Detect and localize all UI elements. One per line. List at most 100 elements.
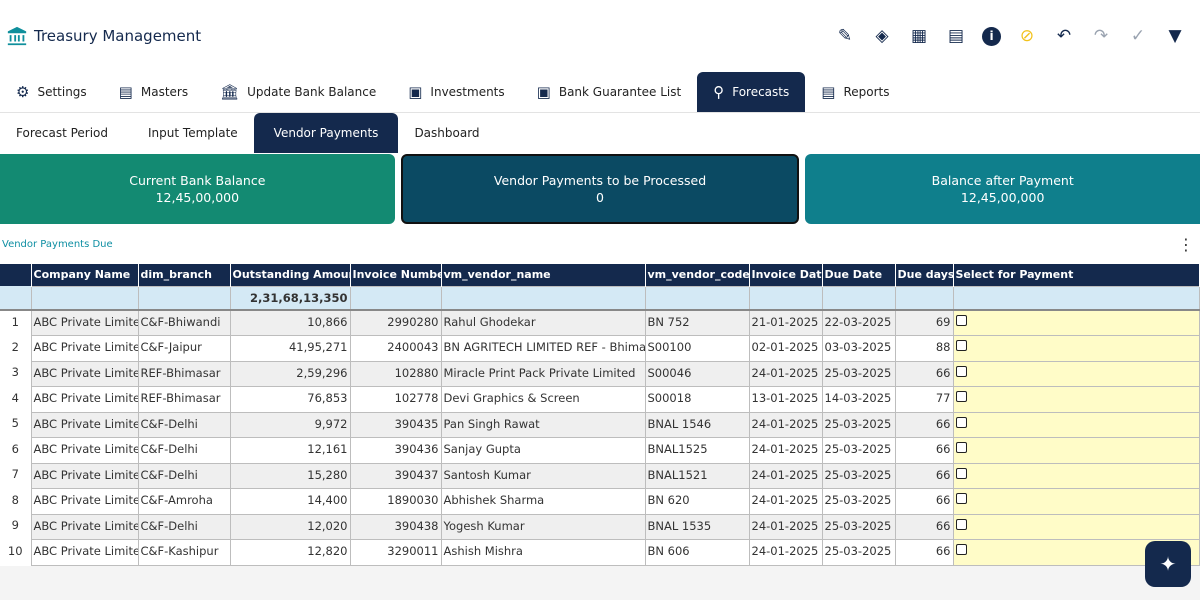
row-number-header (0, 264, 32, 286)
more-options-icon[interactable]: ⋮ (1178, 234, 1194, 254)
branch-cell: C&F-Delhi (137, 411, 231, 438)
table-row: 6 ABC Private Limited C&F-Delhi 12,161 39043… (0, 437, 1200, 464)
vendor-name-cell: Sanjay Gupta (440, 437, 646, 464)
subtab-forecast-period[interactable]: Forecast Period (16, 126, 109, 140)
table-row: 1 ABC Private Limited C&F-Bhiwandi 10,866 29… (0, 309, 1200, 336)
column-header[interactable]: Outstanding Amount (230, 264, 351, 286)
subtab-input-template[interactable]: Input Template (148, 126, 238, 140)
bank-icon: 🏛 (220, 83, 240, 101)
total-cell (137, 285, 231, 311)
tab-bank-guarantee-list[interactable]: ▣ Bank Guarantee List (521, 72, 698, 112)
check-icon[interactable]: ✓ (1130, 26, 1146, 46)
outstanding-amount-cell: 10,866 (229, 309, 351, 336)
eye-off-icon[interactable]: ⊘ (1019, 26, 1035, 46)
tab-settings[interactable]: ⚙ Settings (0, 72, 103, 112)
info-icon[interactable]: i (982, 26, 1001, 46)
filter-icon[interactable]: ▼ (1168, 26, 1182, 46)
total-cell (30, 285, 139, 311)
row-number-cell: 1 (0, 310, 31, 336)
due-date-cell: 25-03-2025 (821, 539, 896, 566)
select-payment-checkbox[interactable] (955, 544, 967, 555)
current-bank-balance-card: Current Bank Balance 12,45,00,000 (0, 154, 395, 224)
ai-assistant-button[interactable]: ✦ (1145, 541, 1191, 587)
card-value: 0 (596, 190, 604, 205)
select-payment-checkbox[interactable] (955, 391, 967, 402)
due-days-cell: 66 (894, 411, 954, 438)
tab-masters[interactable]: ▤ Masters (103, 72, 204, 112)
vendor-name-cell: Yogesh Kumar (440, 513, 646, 540)
invoice-date-cell: 24-01-2025 (748, 462, 823, 489)
subtab-dashboard[interactable]: Dashboard (414, 126, 480, 140)
total-cell (349, 285, 442, 311)
select-payment-checkbox[interactable] (955, 340, 967, 351)
subtab-vendor-payments[interactable]: Vendor Payments (253, 113, 399, 153)
table-row: 10 ABC Private Limited C&F-Kashipur 12,820 3… (0, 539, 1200, 566)
select-payment-checkbox[interactable] (955, 416, 967, 428)
redo-icon[interactable]: ↷ (1093, 26, 1109, 46)
column-header[interactable]: Due Date (822, 264, 896, 286)
select-payment-checkbox[interactable] (955, 467, 967, 479)
select-payment-checkbox[interactable] (955, 365, 967, 377)
vendor-code-cell: BNAL1521 (644, 462, 750, 489)
table-row: 5 ABC Private Limited C&F-Delhi 9,972 390435… (0, 411, 1200, 438)
table-row: 2 ABC Private Limited C&F-Jaipur 41,95,271 2… (0, 335, 1200, 362)
outstanding-amount-cell: 15,280 (229, 462, 351, 489)
app-header: Treasury Management ✎ ◈ ▦ ▤ i ⊘ ↶ ↷ ✓ ▼ (0, 0, 1200, 72)
due-days-cell: 66 (894, 437, 954, 464)
branch-cell: C&F-Bhiwandi (137, 309, 231, 336)
summary-cards: Current Bank Balance 12,45,00,000 Vendor … (0, 154, 1200, 224)
vendor-name-cell: Pan Singh Rawat (440, 411, 646, 438)
invoice-number-cell: 2990280 (349, 309, 442, 336)
tab-label: Settings (37, 85, 87, 99)
select-for-payment-cell (952, 309, 1200, 336)
section-title: Vendor Payments Due (2, 238, 113, 250)
tab-update-bank-balance[interactable]: 🏛 Update Bank Balance (204, 72, 392, 112)
branch-cell: REF-Bhimasar (137, 360, 231, 387)
due-date-cell: 25-03-2025 (821, 488, 896, 515)
card-value: 12,45,00,000 (960, 190, 1045, 205)
spreadsheet-icon[interactable]: ▤ (947, 26, 965, 46)
tab-investments[interactable]: ▣ Investments (392, 72, 520, 112)
vendor-code-cell: S00046 (644, 360, 750, 387)
calculator-icon[interactable]: ▦ (910, 26, 928, 46)
column-header[interactable]: Due days (895, 264, 954, 286)
pencil-icon[interactable]: ✎ (837, 26, 853, 46)
column-header[interactable]: vm_vendor_name (441, 264, 646, 286)
layers-icon[interactable]: ◈ (875, 26, 889, 46)
column-header[interactable]: Select for Payment (953, 264, 1200, 286)
table-row: 8 ABC Private Limited C&F-Amroha 14,400 1890… (0, 488, 1200, 515)
select-payment-checkbox[interactable] (955, 518, 967, 530)
row-number-cell: 2 (0, 335, 31, 361)
invoice-number-cell: 390436 (349, 437, 442, 464)
due-days-cell: 66 (894, 513, 954, 540)
tab-label: Reports (843, 85, 890, 99)
company-name-cell: ABC Private Limited (30, 335, 139, 362)
column-header[interactable]: Company Name (31, 264, 139, 286)
column-header[interactable]: dim_branch (138, 264, 231, 286)
tab-forecasts[interactable]: ⚲ Forecasts (697, 72, 806, 112)
select-payment-checkbox[interactable] (955, 442, 967, 453)
select-payment-checkbox[interactable] (955, 493, 967, 504)
invoice-date-cell: 24-01-2025 (748, 539, 823, 566)
card-value: 12,45,00,000 (155, 190, 240, 205)
outstanding-amount-cell: 12,820 (229, 539, 351, 566)
select-for-payment-cell (952, 437, 1200, 464)
total-cell (952, 285, 1200, 311)
invoice-date-cell: 24-01-2025 (748, 437, 823, 464)
card-title: Current Bank Balance (129, 173, 266, 188)
row-number-cell: 4 (0, 386, 31, 412)
branch-cell: C&F-Delhi (137, 462, 231, 489)
bank-icon (7, 26, 27, 46)
select-payment-checkbox[interactable] (955, 315, 967, 326)
due-date-cell: 22-03-2025 (821, 309, 896, 336)
column-header[interactable]: Invoice Date (749, 264, 823, 286)
tab-reports[interactable]: ▤ Reports (805, 72, 905, 112)
table-header: Company Name dim_branch Outstanding Amount… (0, 264, 1200, 286)
undo-icon[interactable]: ↶ (1056, 26, 1072, 46)
outstanding-total: 2,31,68,13,350 (229, 285, 351, 311)
branch-cell: REF-Bhimasar (137, 386, 231, 413)
company-name-cell: ABC Private Limited (30, 386, 139, 413)
vendor-code-cell: BN 752 (644, 309, 750, 336)
column-header[interactable]: vm_vendor_code (645, 264, 750, 286)
column-header[interactable]: Invoice Number (350, 264, 442, 286)
